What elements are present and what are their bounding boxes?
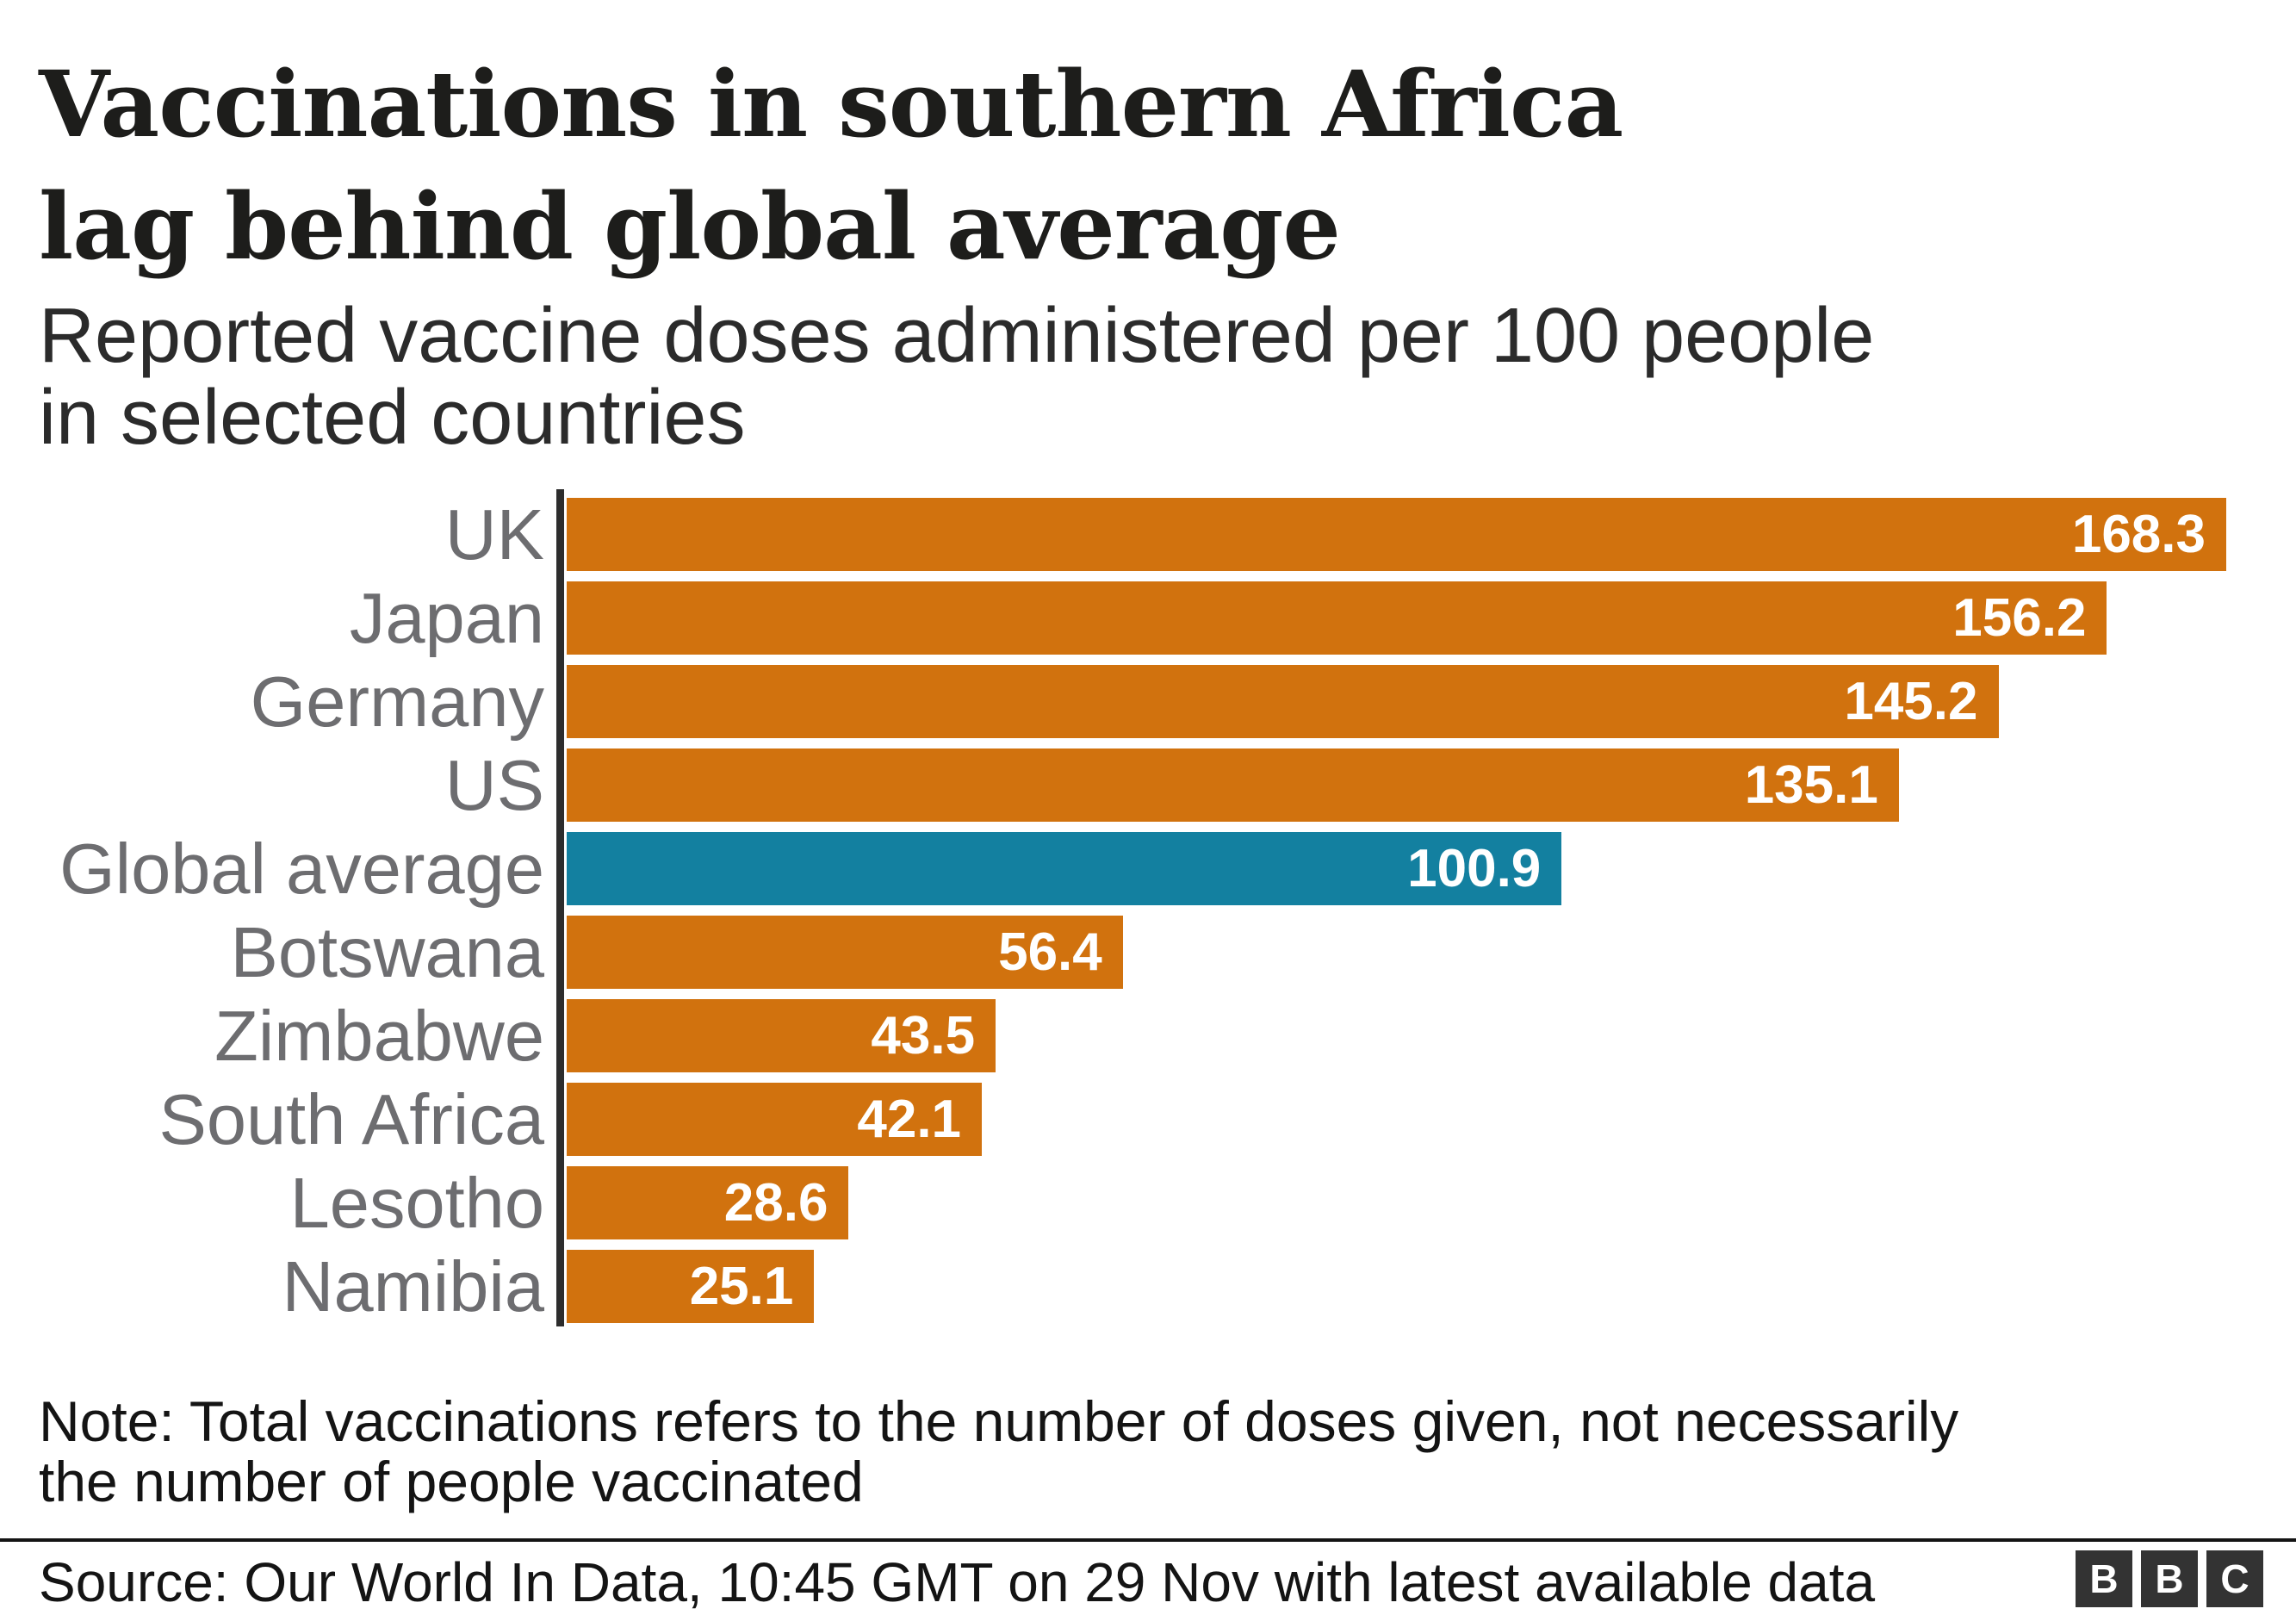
bar-track: 168.3	[567, 498, 2226, 571]
bar-rows: UK 168.3 Japan 156.2 Germany 145.2 US 135.1 Glob…	[0, 498, 2296, 1323]
chart-title: Vaccinations in southern Africa lag behi…	[39, 43, 1623, 288]
bbc-logo-box: B	[2076, 1550, 2132, 1607]
value-label: 100.9	[1407, 838, 1542, 898]
chart-subtitle-line-1: Reported vaccine doses administered per …	[39, 293, 1875, 379]
bar: 156.2	[567, 581, 2107, 655]
category-label: UK	[444, 494, 544, 575]
category-label: US	[444, 745, 544, 825]
bar-track: 145.2	[567, 665, 2226, 738]
bar-row: Botswana 56.4	[0, 916, 2296, 989]
value-label: 28.6	[723, 1172, 828, 1233]
bar-row: Germany 145.2	[0, 665, 2296, 738]
chart-note-line-1: Note: Total vaccinations refers to the n…	[39, 1389, 1959, 1453]
bar-track: 56.4	[567, 916, 2226, 989]
chart-subtitle: Reported vaccine doses administered per …	[39, 295, 1874, 459]
value-label: 56.4	[998, 922, 1102, 982]
bar-row: US 135.1	[0, 748, 2296, 822]
bar: 168.3	[567, 498, 2226, 571]
category-label: Zimbabwe	[214, 996, 544, 1076]
bar: 56.4	[567, 916, 1123, 989]
bbc-logo-box: C	[2206, 1550, 2263, 1607]
bar: 25.1	[567, 1250, 815, 1323]
category-label: Japan	[349, 578, 544, 658]
category-label: South Africa	[158, 1079, 544, 1159]
chart-title-line-2: lag behind global average	[39, 172, 1341, 280]
category-label: Botswana	[230, 912, 544, 992]
source-text: Source: Our World In Data, 10:45 GMT on …	[39, 1551, 1876, 1613]
category-label: Lesotho	[289, 1163, 544, 1243]
footer-divider	[0, 1538, 2296, 1542]
category-label: Namibia	[282, 1246, 544, 1326]
category-label: Germany	[250, 662, 544, 742]
bar-track: 25.1	[567, 1250, 2226, 1323]
bar: 145.2	[567, 665, 1999, 738]
bar: 42.1	[567, 1083, 983, 1156]
bar-track: 156.2	[567, 581, 2226, 655]
bar: 28.6	[567, 1166, 849, 1239]
bar-row: South Africa 42.1	[0, 1083, 2296, 1156]
value-label: 135.1	[1744, 755, 1878, 815]
chart-title-line-1: Vaccinations in southern Africa	[39, 50, 1623, 158]
bar-row: Namibia 25.1	[0, 1250, 2296, 1323]
bar-track: 28.6	[567, 1166, 2226, 1239]
value-label: 25.1	[689, 1256, 794, 1316]
category-label: Global average	[59, 829, 544, 909]
value-label: 168.3	[2071, 504, 2206, 564]
bar-row: Lesotho 28.6	[0, 1166, 2296, 1239]
bar: 135.1	[567, 748, 1899, 822]
bbc-logo-box: B	[2141, 1550, 2198, 1607]
bar-track: 135.1	[567, 748, 2226, 822]
bar-row: UK 168.3	[0, 498, 2296, 571]
bar-track: 43.5	[567, 999, 2226, 1072]
bar-row: Japan 156.2	[0, 581, 2296, 655]
chart-subtitle-line-2: in selected countries	[39, 375, 746, 461]
y-axis-line	[556, 489, 564, 1326]
value-label: 43.5	[871, 1005, 976, 1065]
value-label: 145.2	[1844, 671, 1978, 731]
value-label: 42.1	[857, 1089, 962, 1149]
bar-row: Zimbabwe 43.5	[0, 999, 2296, 1072]
bar: 43.5	[567, 999, 996, 1072]
value-label: 156.2	[1952, 587, 2087, 648]
chart-note-line-2: the number of people vaccinated	[39, 1450, 864, 1513]
bar-track: 100.9	[567, 832, 2226, 905]
bar-row: Global average 100.9	[0, 832, 2296, 905]
chart-note: Note: Total vaccinations refers to the n…	[39, 1391, 1958, 1512]
bar: 100.9	[567, 832, 1562, 905]
bar-chart: UK 168.3 Japan 156.2 Germany 145.2 US 135.1 Glob…	[0, 489, 2296, 1326]
bar-track: 42.1	[567, 1083, 2226, 1156]
